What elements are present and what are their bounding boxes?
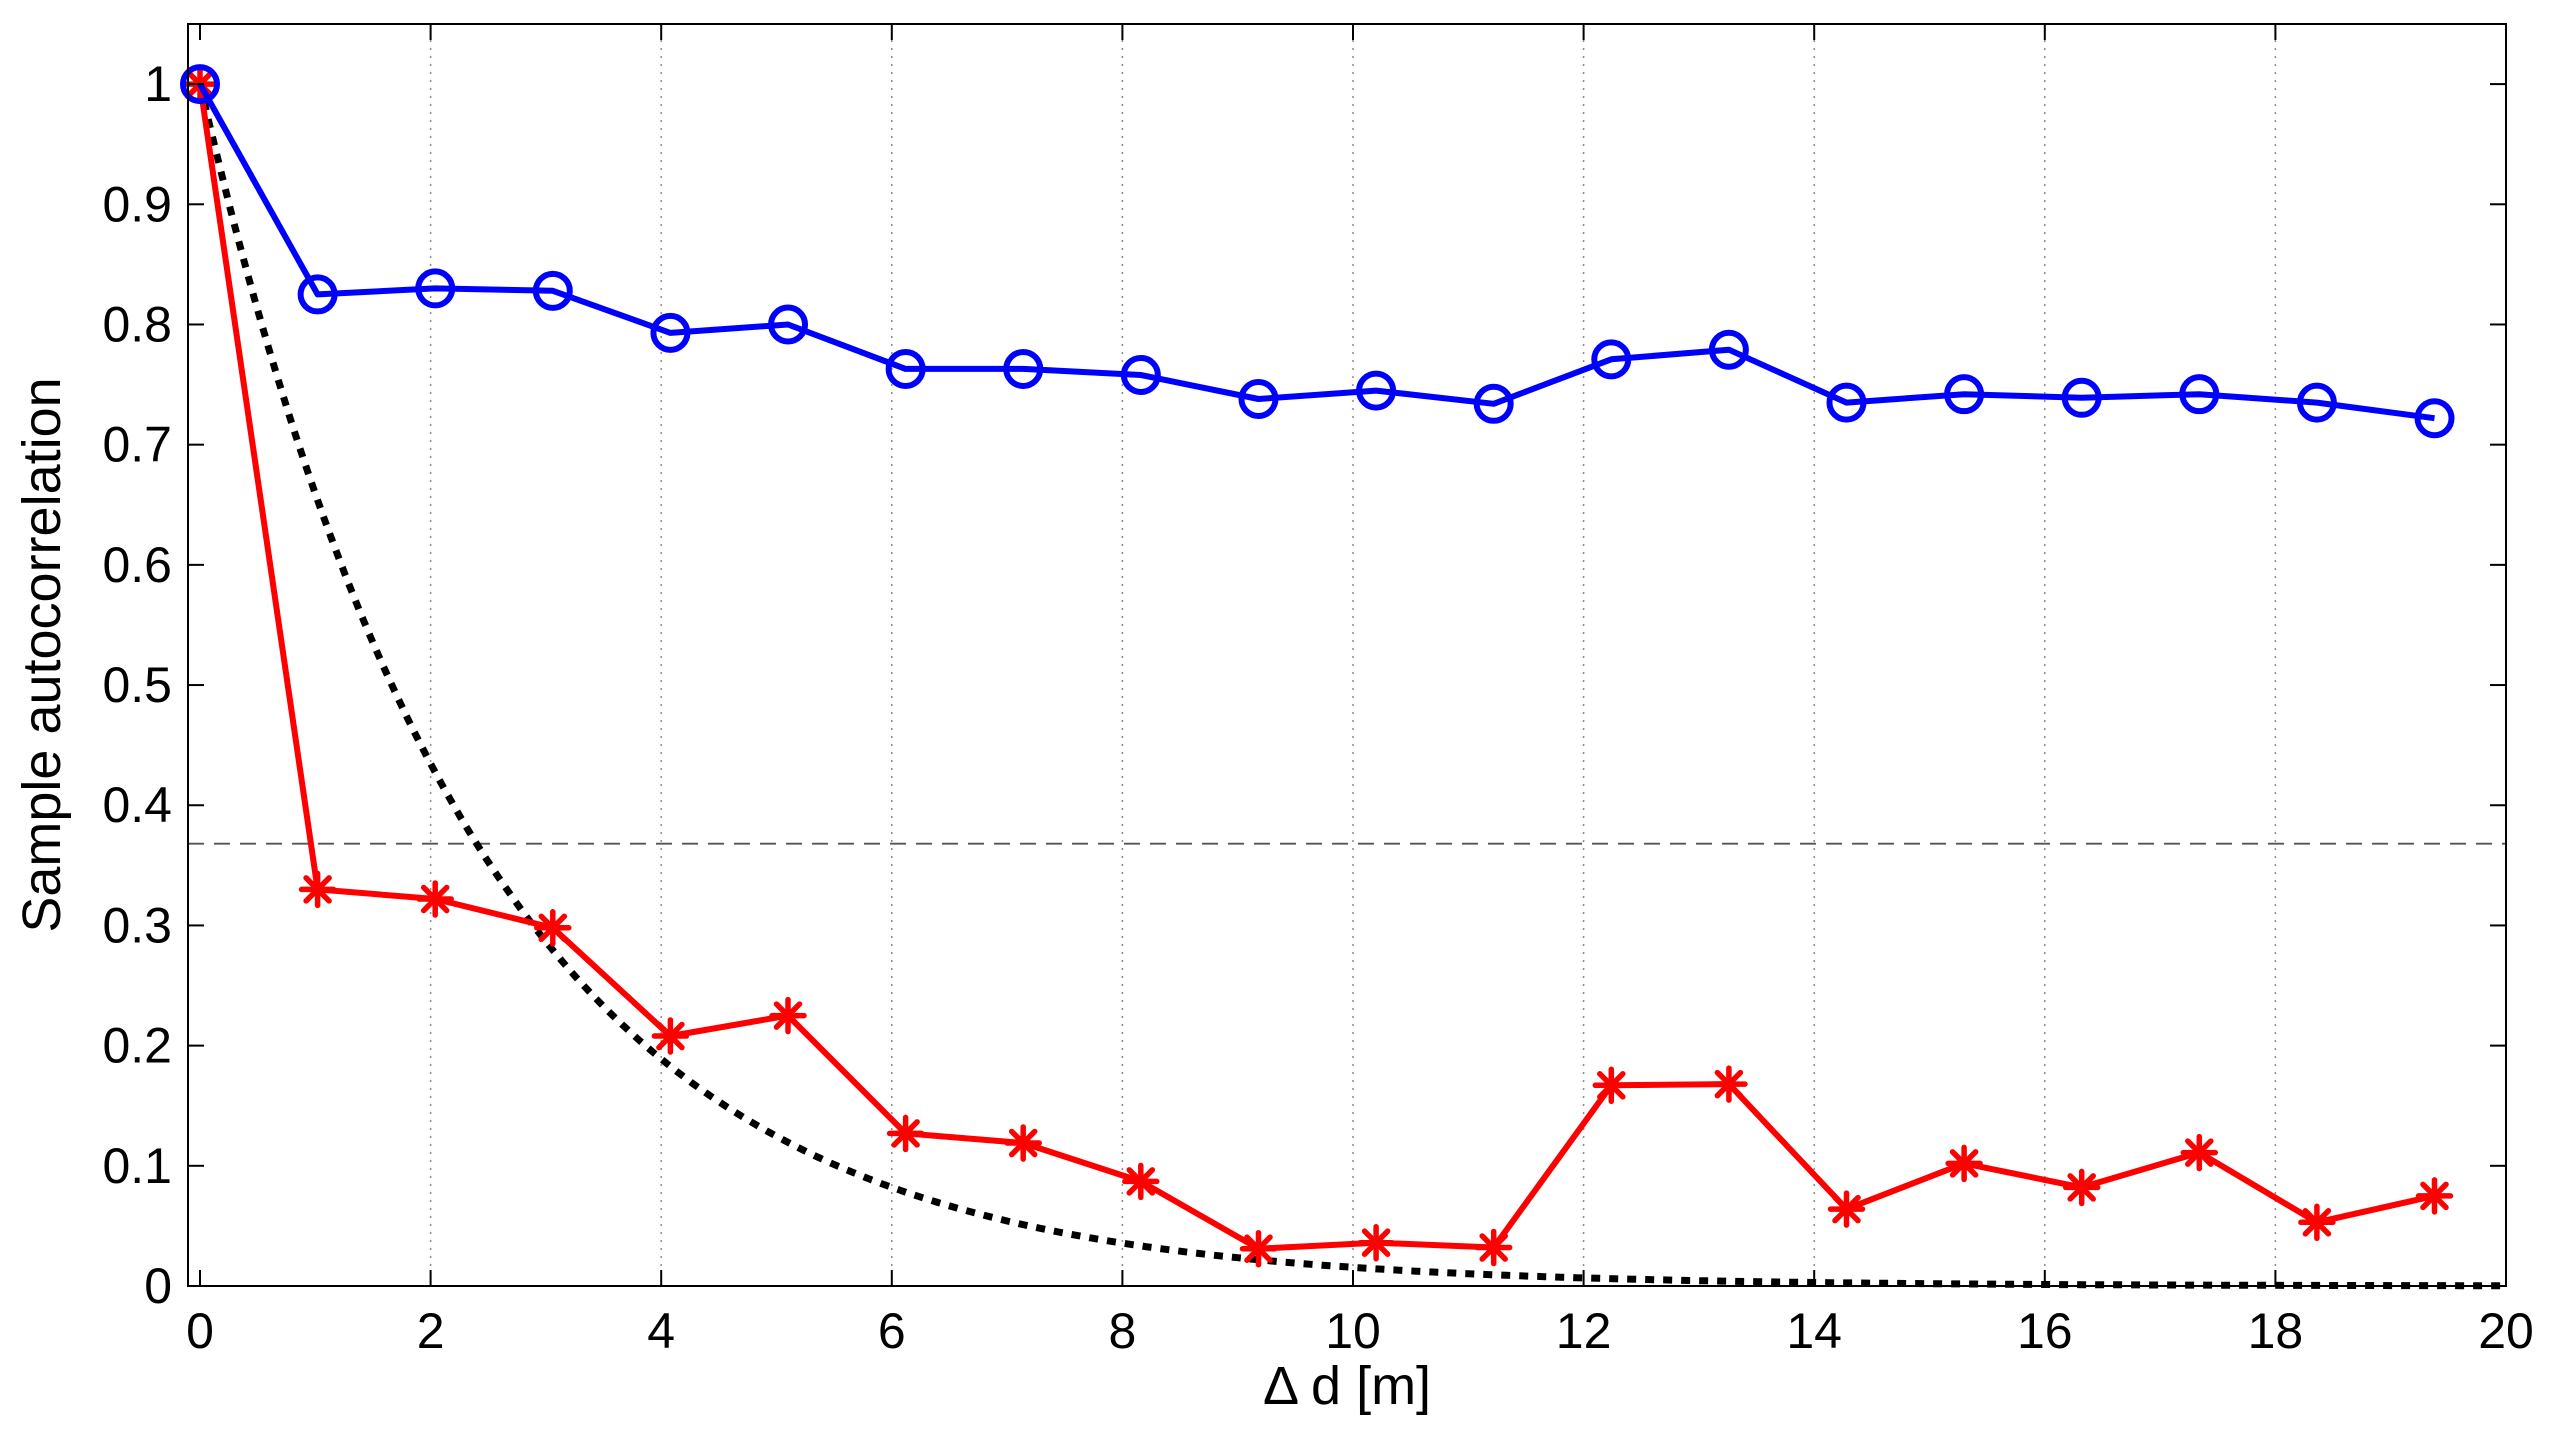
series-red-point — [1004, 1124, 1042, 1162]
series-blue-point — [1708, 329, 1749, 370]
series-red-point — [651, 1017, 690, 1055]
series-blue-point — [415, 268, 456, 309]
series-blue-point — [650, 312, 691, 353]
y-tick-label: 0 — [144, 1258, 172, 1314]
series-blue-point — [1591, 339, 1632, 380]
series-blue-point — [2179, 374, 2220, 415]
series-red-point — [1357, 1223, 1395, 1262]
series-red-point — [416, 880, 454, 918]
series-red-point — [1945, 1144, 1983, 1183]
x-tick-label: 18 — [2248, 1303, 2304, 1359]
series-blue-point — [2061, 377, 2102, 418]
y-axis-label: Sample autocorrelation — [12, 377, 72, 932]
series-blue-point — [1473, 383, 1514, 424]
x-axis-label: Δ d [m] — [1263, 1356, 1431, 1416]
series-blue-point — [2414, 398, 2455, 439]
y-tick-label: 0.7 — [102, 417, 172, 473]
series-red-point — [1474, 1228, 1513, 1267]
series-red-point — [1592, 1066, 1631, 1105]
series-blue-point — [1238, 378, 1279, 419]
series-red-point — [886, 1114, 925, 1153]
x-tick-label: 20 — [2478, 1303, 2534, 1359]
series-blue-point — [532, 270, 573, 311]
series-red-line — [197, 83, 2436, 1252]
y-tick-label: 1 — [144, 56, 172, 112]
x-tick-label: 2 — [417, 1303, 445, 1359]
y-tick-label: 0.8 — [102, 296, 172, 352]
series-blue-point — [1826, 382, 1867, 423]
x-tick-label: 12 — [1556, 1303, 1612, 1359]
series-red-point — [1710, 1065, 1748, 1103]
series-blue-point — [180, 64, 220, 105]
series-blue-point — [1003, 348, 1044, 389]
series-red-point — [2415, 1177, 2454, 1215]
series-blue-point — [1120, 354, 1161, 395]
series-red-point — [1122, 1162, 1160, 1201]
series-red-point — [2062, 1168, 2101, 1207]
x-tick-label: 0 — [186, 1303, 214, 1359]
y-tick-label: 0.1 — [102, 1138, 172, 1194]
series-red-point — [298, 870, 337, 909]
exponential-fit-line — [196, 83, 2506, 1290]
series-blue-point — [885, 348, 926, 389]
series-blue-point — [1356, 370, 1397, 411]
y-tick-label: 0.6 — [102, 537, 172, 593]
x-tick-label: 4 — [647, 1303, 675, 1359]
series-red-point — [769, 996, 807, 1035]
series-red-point — [2180, 1133, 2219, 1172]
y-tick-label: 0.5 — [102, 657, 172, 713]
series-red-point — [2298, 1203, 2336, 1242]
x-tick-label: 6 — [878, 1303, 906, 1359]
series-blue-point — [768, 304, 809, 345]
series-red-point — [1827, 1190, 1866, 1228]
y-tick-label: 0.2 — [102, 1018, 172, 1074]
series-layer — [180, 64, 2506, 1290]
x-tick-label: 8 — [1108, 1303, 1136, 1359]
series-blue-point — [2296, 382, 2337, 423]
series-red-point — [1239, 1229, 1278, 1268]
series-blue-line — [197, 82, 2435, 422]
axis-ticks: 0 2 4 6 8 10 12 14 16 18 20 0 0.1 0.2 0.3 0.4 0.5 0.6 0.7 0… — [102, 24, 2534, 1359]
x-tick-label: 10 — [1325, 1303, 1381, 1359]
y-tick-label: 0.4 — [102, 777, 172, 833]
x-tick-label: 16 — [2017, 1303, 2073, 1359]
y-tick-label: 0.3 — [102, 897, 172, 953]
series-blue-point — [297, 274, 338, 315]
y-tick-label: 0.9 — [102, 176, 172, 232]
plot-area-frame — [187, 23, 2507, 1287]
series-blue-point — [1944, 374, 1985, 415]
x-tick-label: 14 — [1786, 1303, 1842, 1359]
series-red-point — [534, 909, 572, 947]
